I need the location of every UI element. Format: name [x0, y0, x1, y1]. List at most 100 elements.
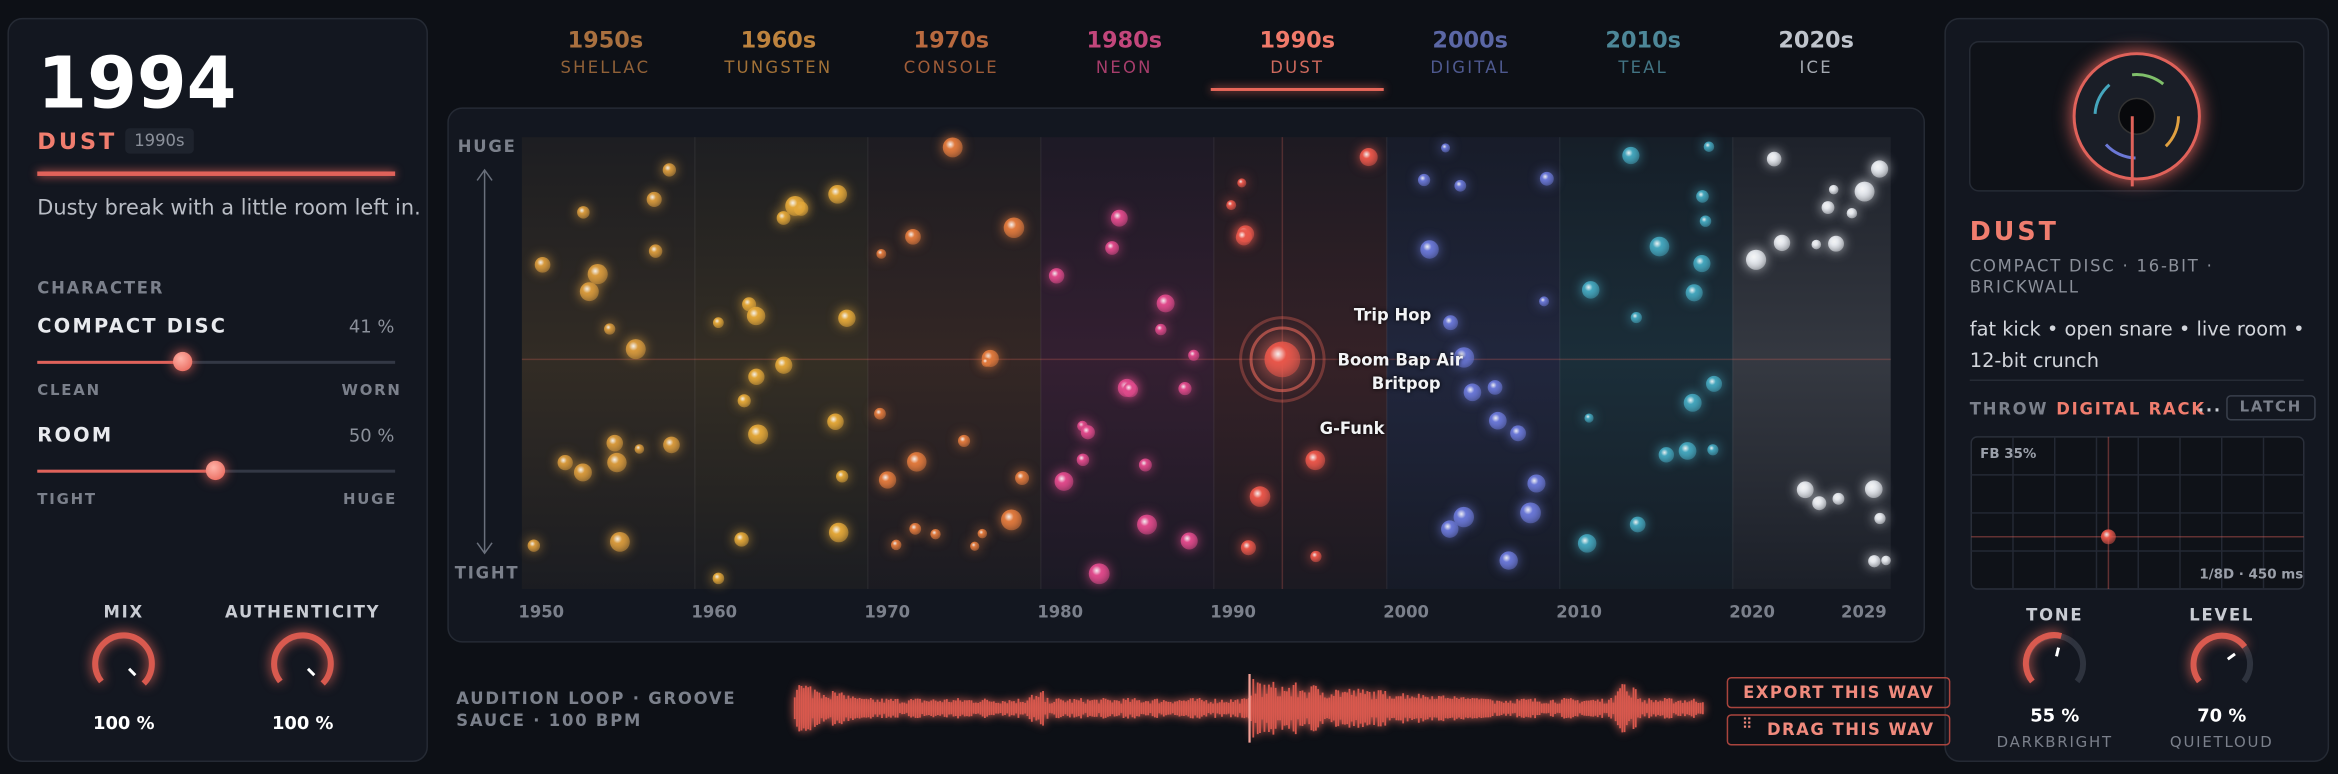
dot: [1463, 383, 1482, 402]
audition-label: AUDITION LOOP · GROOVE SAUCE · 100 BPM: [456, 688, 737, 731]
tab-name: DIGITAL: [1430, 58, 1511, 78]
dot: [557, 454, 573, 471]
dot: [1577, 534, 1597, 553]
year: 1994: [37, 41, 237, 126]
dot: [1305, 450, 1326, 471]
divider: [37, 171, 396, 176]
knob-label: MIX: [103, 602, 144, 622]
dot: [1453, 506, 1475, 528]
dot: [1871, 160, 1889, 178]
era: 1990s: [125, 128, 194, 154]
slider-name: COMPACT DISC: [37, 316, 228, 339]
slider-thumb[interactable]: [205, 460, 226, 481]
dot: [1696, 190, 1709, 203]
dot: [828, 184, 847, 204]
tab-year[interactable]: 2000s: [1432, 26, 1509, 54]
slider-min: CLEAN: [37, 383, 101, 400]
dot: [625, 339, 646, 360]
dot: [1110, 209, 1128, 227]
dot: [1629, 516, 1646, 533]
dot: [1441, 143, 1451, 153]
dot: [1854, 181, 1875, 202]
dot: [874, 407, 886, 420]
x-label: 1950: [518, 602, 565, 622]
dot: [1138, 458, 1152, 472]
dot: [1510, 425, 1526, 442]
dot: [1155, 323, 1167, 336]
drag-button[interactable]: DRAG THIS WAV: [1726, 714, 1952, 746]
decade-band: [1559, 137, 1733, 589]
dot: [1180, 532, 1198, 550]
dot: [748, 368, 765, 385]
tab-year[interactable]: 2020s: [1778, 26, 1854, 54]
dot: [1188, 349, 1200, 361]
dot: [1417, 173, 1431, 187]
point-label: Trip Hop: [1353, 305, 1432, 326]
tab-name: SHELLAC: [560, 58, 651, 78]
tab-name: DUST: [1270, 58, 1325, 78]
dot: [1812, 496, 1827, 511]
dot: [1235, 229, 1252, 246]
dot: [1678, 442, 1697, 460]
slider-thumb[interactable]: [172, 351, 193, 372]
tab-year[interactable]: 2010s: [1605, 26, 1681, 54]
x-label: 1970: [864, 602, 911, 622]
dot: [1874, 512, 1886, 525]
selection-ring: [1249, 326, 1316, 393]
tab-underline: [1210, 87, 1384, 91]
dot: [1796, 481, 1814, 499]
dot: [1693, 254, 1711, 273]
disc-arc: [2164, 116, 2180, 148]
dot: [534, 256, 551, 273]
dot: [1088, 563, 1110, 585]
knob-label: AUTHENTICITY: [225, 602, 381, 622]
knob-level: [92, 632, 155, 686]
dot: [1864, 480, 1883, 498]
dot: [746, 306, 766, 326]
slider-fill: [37, 360, 182, 364]
dot: [610, 531, 630, 552]
dot: [1048, 268, 1065, 284]
slider-max: WORN: [341, 383, 402, 400]
knob-pointer: [306, 667, 316, 677]
knob-value: 100 %: [271, 712, 334, 734]
point-label: Britpop: [1371, 374, 1441, 394]
x-label: 2000: [1383, 602, 1429, 622]
dot: [587, 264, 608, 285]
latch-button[interactable]: LATCH: [2226, 395, 2316, 421]
dot: [890, 539, 902, 551]
tab-year[interactable]: 1960s: [740, 26, 817, 54]
delay-handle: [2100, 529, 2116, 545]
dot: [878, 471, 897, 489]
tab-year[interactable]: 1980s: [1086, 26, 1163, 54]
tab-year[interactable]: 1990s: [1259, 26, 1336, 54]
dot: [748, 424, 769, 445]
throw-more[interactable]: ...: [2197, 396, 2222, 417]
tab-year[interactable]: 1950s: [567, 26, 644, 54]
knob-label: LEVEL: [2189, 605, 2255, 625]
tab-name: NEON: [1095, 58, 1153, 78]
knob-level: [2022, 632, 2063, 684]
knob-value: 70 %: [2197, 705, 2247, 727]
slider-value: 50 %: [348, 424, 395, 446]
dot: [1137, 514, 1157, 535]
dot: [909, 522, 922, 535]
tab-year[interactable]: 1970s: [913, 26, 990, 54]
slider-track: [37, 360, 396, 364]
decade-band: [1040, 137, 1214, 589]
export-button[interactable]: EXPORT THIS WAV: [1726, 676, 1951, 709]
disc-arc: [2131, 73, 2165, 86]
throw-value[interactable]: DIGITAL RACK: [2056, 399, 2206, 419]
tab-name: CONSOLE: [903, 58, 999, 78]
dot: [1832, 492, 1845, 505]
knob-level: [2190, 632, 2248, 684]
dot: [1443, 315, 1458, 331]
tab-name: TUNGSTEN: [724, 58, 833, 78]
knob-range: QUIETLOUD: [2169, 735, 2274, 752]
dot: [1581, 281, 1600, 299]
dot: [663, 436, 680, 454]
dot: [634, 444, 645, 454]
dot: [737, 394, 751, 408]
